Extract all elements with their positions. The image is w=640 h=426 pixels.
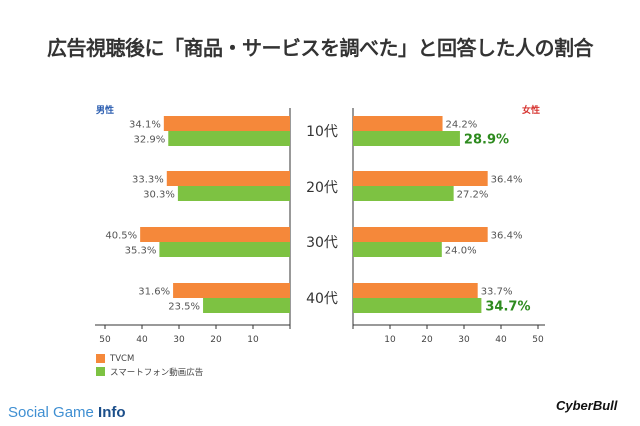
- female-bar-smartphone: [353, 298, 482, 313]
- female-tick-label: 30: [458, 335, 470, 345]
- legend-item-tvcm: TVCM: [96, 352, 203, 365]
- age-label-20s: 20代: [306, 180, 338, 196]
- age-label-30s: 30代: [306, 235, 338, 251]
- female-value-label: 27.2%: [457, 190, 489, 201]
- male-value-label: 23.5%: [168, 302, 200, 313]
- female-bar-smartphone: [353, 242, 442, 257]
- chart-title: 広告視聴後に「商品・サービスを調べた」と回答した人の割合: [47, 36, 594, 60]
- male-tick-label: 20: [210, 335, 222, 345]
- female-tick-label: 50: [532, 335, 544, 345]
- male-tick-label: 40: [136, 335, 148, 345]
- male-tick-label: 50: [99, 335, 111, 345]
- male-value-label: 32.9%: [133, 135, 165, 146]
- female-bar-tvcm: [353, 116, 443, 131]
- male-bar-smartphone: [177, 186, 290, 201]
- male-tick-label: 30: [173, 335, 185, 345]
- brand-text-light: Social Game: [8, 404, 99, 421]
- male-value-label: 30.3%: [143, 190, 175, 201]
- female-value-label: 24.2%: [446, 120, 478, 131]
- female-bar-tvcm: [353, 283, 478, 298]
- legend-label-smartphone: スマートフォン動画広告: [110, 367, 204, 378]
- legend: TVCM スマートフォン動画広告: [96, 352, 203, 378]
- male-bar-tvcm: [140, 227, 290, 242]
- female-value-label-highlight: 28.9%: [464, 133, 509, 148]
- cyberbull-logo: CyberBull: [556, 398, 618, 413]
- legend-item-smartphone: スマートフォン動画広告: [96, 365, 203, 378]
- legend-swatch-smartphone: [96, 367, 105, 376]
- female-value-label: 36.4%: [491, 175, 523, 186]
- female-tick-label: 40: [495, 335, 507, 345]
- social-game-info-logo: Social Game Info: [8, 404, 126, 421]
- male-bar-tvcm: [163, 116, 290, 131]
- male-value-label: 40.5%: [105, 231, 137, 242]
- male-bar-smartphone: [159, 242, 290, 257]
- male-value-label: 34.1%: [129, 120, 161, 131]
- female-value-label-highlight: 34.7%: [485, 300, 530, 315]
- male-bar-tvcm: [166, 171, 290, 186]
- brand-text-bold: Info: [98, 404, 126, 421]
- female-panel-label: 女性: [522, 106, 541, 116]
- male-value-label: 35.3%: [125, 246, 157, 257]
- legend-label-tvcm: TVCM: [110, 353, 135, 364]
- female-value-label: 33.7%: [481, 287, 513, 298]
- age-label-40s: 40代: [306, 291, 338, 307]
- legend-swatch-tvcm: [96, 354, 105, 363]
- female-value-label: 24.0%: [445, 246, 477, 257]
- female-tick-label: 20: [421, 335, 433, 345]
- male-value-label: 31.6%: [138, 287, 170, 298]
- female-tick-label: 10: [384, 335, 396, 345]
- male-bar-smartphone: [203, 298, 290, 313]
- male-bar-smartphone: [168, 131, 290, 146]
- female-bar-tvcm: [353, 227, 488, 242]
- female-bar-smartphone: [353, 186, 454, 201]
- age-label-10s: 10代: [306, 124, 338, 140]
- female-bar-tvcm: [353, 171, 488, 186]
- female-bar-smartphone: [353, 131, 460, 146]
- female-value-label: 36.4%: [491, 231, 523, 242]
- male-bar-tvcm: [173, 283, 290, 298]
- male-panel-label: 男性: [96, 106, 115, 116]
- male-value-label: 33.3%: [132, 175, 164, 186]
- male-tick-label: 10: [247, 335, 259, 345]
